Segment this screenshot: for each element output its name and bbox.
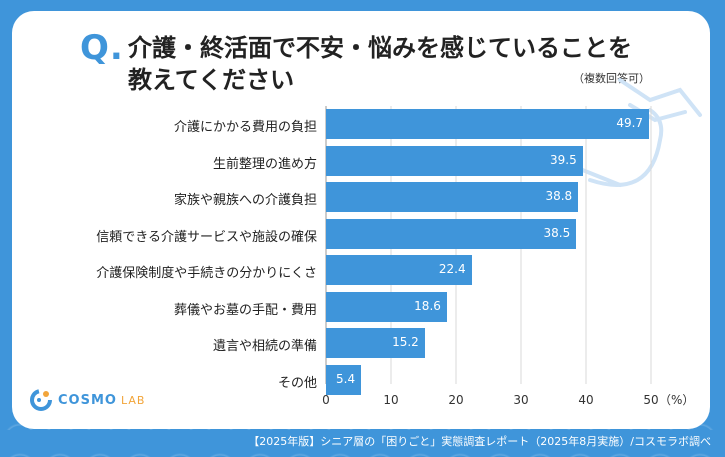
logo-text: COSMO: [58, 392, 117, 408]
bar: 5.4: [326, 364, 362, 395]
bar: 38.5: [326, 218, 577, 249]
source-footer: 【2025年版】シニア層の「困りごと」実態調査レポート（2025年8月実施）/コ…: [248, 435, 711, 448]
category-label: 信頼できる介護サービスや施設の確保: [96, 229, 317, 245]
category-label: 介護保険制度や手続きの分かりにくさ: [96, 266, 317, 281]
x-tick-label: 0: [322, 393, 330, 407]
question-mark-label: Q.: [80, 28, 124, 68]
category-label: 生前整理の進め方: [212, 156, 317, 172]
bar: 18.6: [326, 291, 447, 322]
x-tick-label: 10: [383, 393, 398, 407]
category-label: その他: [277, 375, 317, 391]
bar-value-label: 22.4: [438, 262, 466, 276]
x-tick-label: 40: [578, 393, 593, 407]
question-title-line-1: 介護・終活面で不安・悩みを感じていることを: [128, 34, 632, 62]
bar-value-label: 39.5: [550, 152, 577, 167]
x-tick-label: 50: [643, 393, 658, 407]
question-subtitle: （複数回答可）: [573, 72, 650, 85]
question-title-line-2: 教えてください: [128, 66, 295, 94]
question-title: 介護・終活面で不安・悩みを感じていることを 教えてください: [128, 32, 668, 96]
bar-value-label: 49.7: [616, 116, 644, 130]
bar: 38.8: [326, 182, 579, 212]
bar: 49.7: [326, 109, 650, 139]
bar-value-label: 18.6: [414, 298, 441, 313]
category-label: 遺言や相続の準備: [212, 339, 317, 354]
category-label: 介護にかかる費用の負担: [173, 120, 317, 135]
x-tick-label: 20: [448, 393, 463, 407]
logo: COSMO LAB: [30, 389, 145, 411]
x-tick-label: 30: [513, 393, 528, 407]
bar: 22.4: [326, 255, 472, 285]
bar-value-label: 15.2: [392, 335, 419, 349]
bar-value-label: 38.8: [545, 189, 573, 203]
bar: 39.5: [326, 145, 583, 176]
bar-value-label: 38.5: [543, 225, 571, 240]
logo-mark-icon: [30, 389, 52, 411]
bar-value-label: 5.4: [336, 371, 356, 386]
logo-suffix: LAB: [120, 393, 146, 407]
category-label: 家族や親族への介護負担: [173, 193, 317, 208]
category-label: 葬儀やお墓の手配・費用: [173, 302, 317, 318]
bar: 15.2: [326, 328, 425, 358]
x-axis-unit: （%）: [659, 393, 694, 407]
